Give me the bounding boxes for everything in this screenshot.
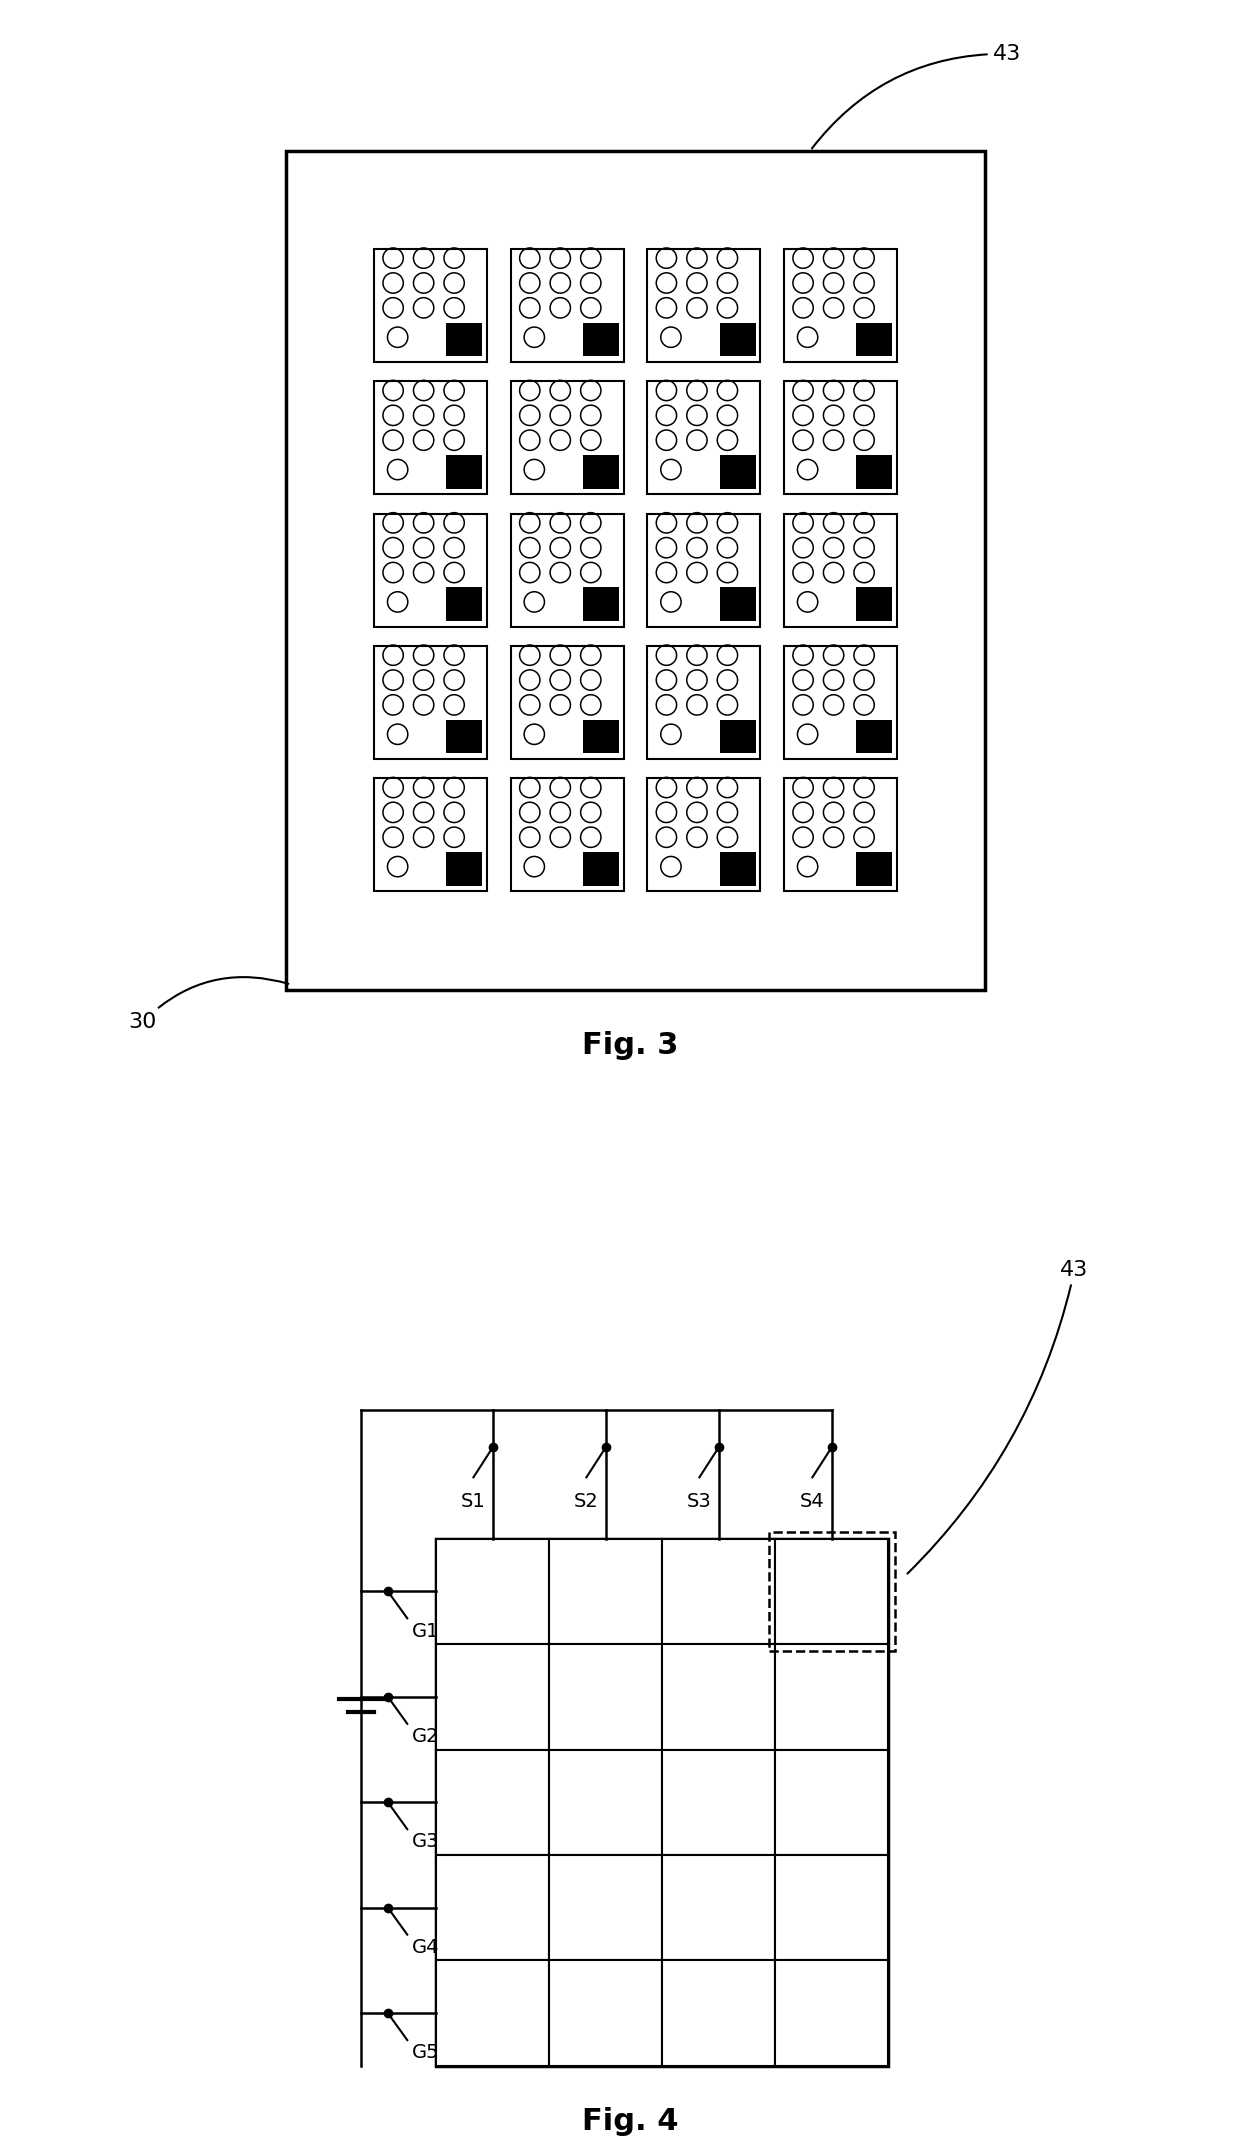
Bar [583,587,619,622]
Bar [648,646,760,760]
Bar [663,1750,775,1855]
Bar [784,646,897,760]
Bar [583,454,619,489]
Bar [784,381,897,495]
Text: 30: 30 [129,977,289,1033]
Text: S2: S2 [575,1493,598,1511]
Bar [436,1960,549,2066]
Bar [549,1539,663,1644]
Bar [857,852,892,887]
Bar [446,719,483,753]
Bar [446,587,483,622]
Bar [663,1539,775,1644]
Bar [663,1644,775,1750]
Bar [719,852,756,887]
Text: G3: G3 [412,1834,438,1851]
Bar [663,1855,775,1960]
Bar [583,719,619,753]
Bar [719,454,756,489]
Bar [769,1532,895,1651]
Bar [857,454,892,489]
Text: Fig. 4: Fig. 4 [582,2107,678,2135]
Bar [286,151,985,990]
Bar [583,323,619,357]
Bar [436,1644,549,1750]
Bar [784,250,897,362]
Text: S3: S3 [687,1493,712,1511]
Bar [549,1750,663,1855]
Bar [719,587,756,622]
Bar [583,852,619,887]
Bar [436,1539,549,1644]
Bar [549,1644,663,1750]
Bar [648,514,760,626]
Bar [775,1855,888,1960]
Bar [857,323,892,357]
Bar [648,250,760,362]
Bar [510,779,624,891]
Bar [510,250,624,362]
Bar [374,779,486,891]
Bar [374,646,486,760]
Bar [775,1750,888,1855]
Bar [510,646,624,760]
Bar [784,514,897,626]
Bar [446,323,483,357]
Bar [648,779,760,891]
Text: Fig. 3: Fig. 3 [582,1031,678,1059]
Bar [446,852,483,887]
Bar [436,1855,549,1960]
Bar [510,381,624,495]
Text: G2: G2 [412,1726,438,1745]
Bar [549,1855,663,1960]
Text: G5: G5 [412,2044,440,2062]
Text: 43: 43 [811,43,1021,148]
Text: 43: 43 [907,1259,1089,1573]
Bar [374,381,486,495]
Bar [775,1539,888,1644]
Bar [775,1644,888,1750]
Text: G1: G1 [412,1623,438,1640]
Bar [719,323,756,357]
Bar [549,1960,663,2066]
Bar [857,719,892,753]
Bar [784,779,897,891]
Bar [719,719,756,753]
Bar [374,250,486,362]
Bar [775,1960,888,2066]
Bar [436,1539,888,2066]
Bar [436,1750,549,1855]
Bar [374,514,486,626]
Text: S4: S4 [800,1493,825,1511]
Bar [446,454,483,489]
Text: S1: S1 [461,1493,486,1511]
Bar [857,587,892,622]
Bar [510,514,624,626]
Bar [648,381,760,495]
Text: G4: G4 [412,1937,438,1956]
Bar [663,1960,775,2066]
